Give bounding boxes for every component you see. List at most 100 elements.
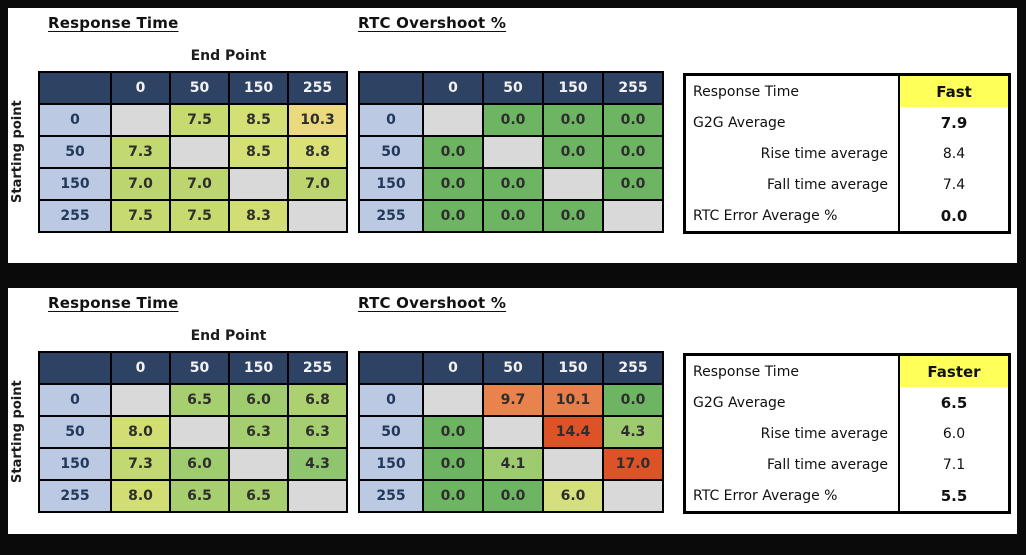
matrix-diagonal-cell[interactable] [110,383,171,417]
matrix-value-cell[interactable]: 7.0 [110,167,171,201]
matrix-row-header[interactable]: 50 [358,415,424,449]
matrix-col-header[interactable]: 0 [422,71,484,105]
matrix-diagonal-cell[interactable] [228,167,289,201]
matrix-value-cell[interactable]: 4.1 [482,447,544,481]
matrix-diagonal-cell[interactable] [422,103,484,137]
matrix-col-header[interactable]: 255 [602,351,664,385]
matrix-row-header[interactable]: 0 [358,103,424,137]
matrix-col-header[interactable]: 255 [287,71,348,105]
matrix-diagonal-cell[interactable] [110,103,171,137]
matrix-value-cell[interactable]: 0.0 [422,167,484,201]
matrix-value-cell[interactable]: 7.5 [169,199,230,233]
matrix-value-cell[interactable]: 6.0 [542,479,604,513]
matrix-value-cell[interactable]: 6.5 [169,383,230,417]
matrix-value-cell[interactable]: 4.3 [602,415,664,449]
matrix-diagonal-cell[interactable] [287,199,348,233]
matrix-row-header[interactable]: 255 [358,199,424,233]
matrix-value-cell[interactable]: 0.0 [542,199,604,233]
matrix-value-cell[interactable]: 7.0 [287,167,348,201]
matrix-value-cell[interactable]: 0.0 [482,199,544,233]
matrix-value-cell[interactable]: 0.0 [422,447,484,481]
matrix-value-cell[interactable]: 0.0 [422,479,484,513]
matrix-value-cell[interactable]: 8.5 [228,135,289,169]
matrix-row-header[interactable]: 150 [358,447,424,481]
matrix-diagonal-cell[interactable] [602,199,664,233]
matrix-row-header[interactable]: 0 [358,383,424,417]
matrix-diagonal-cell[interactable] [542,447,604,481]
matrix-diagonal-cell[interactable] [482,135,544,169]
matrix-value-cell[interactable]: 4.3 [287,447,348,481]
matrix-value-cell[interactable]: 6.3 [287,415,348,449]
matrix-value-cell[interactable]: 10.1 [542,383,604,417]
matrix-value-cell[interactable]: 0.0 [482,479,544,513]
matrix-row-header[interactable]: 0 [38,103,112,137]
matrix-col-header[interactable]: 255 [287,351,348,385]
matrix-diagonal-cell[interactable] [169,415,230,449]
matrix-value-cell[interactable]: 0.0 [422,415,484,449]
response-time-title: Response Time [48,14,179,32]
matrix-value-cell[interactable]: 0.0 [482,103,544,137]
matrix-col-header[interactable]: 50 [169,71,230,105]
matrix-row-header[interactable]: 255 [38,479,112,513]
matrix-value-cell[interactable]: 14.4 [542,415,604,449]
matrix-row-header[interactable]: 50 [358,135,424,169]
matrix-value-cell[interactable]: 0.0 [602,383,664,417]
matrix-row-header[interactable]: 0 [38,383,112,417]
matrix-diagonal-cell[interactable] [287,479,348,513]
matrix-value-cell[interactable]: 6.5 [169,479,230,513]
matrix-row-header[interactable]: 255 [358,479,424,513]
matrix-value-cell[interactable]: 8.0 [110,479,171,513]
matrix-value-cell[interactable]: 8.5 [228,103,289,137]
matrix-col-header[interactable]: 0 [110,351,171,385]
matrix-value-cell[interactable]: 6.8 [287,383,348,417]
summary-mode-badge: Fast [898,74,1010,107]
summary-header-label: Response Time [693,83,799,100]
matrix-value-cell[interactable]: 0.0 [482,167,544,201]
matrix-col-header[interactable]: 50 [169,351,230,385]
matrix-value-cell[interactable]: 6.5 [228,479,289,513]
matrix-row-header[interactable]: 255 [38,199,112,233]
matrix-diagonal-cell[interactable] [169,135,230,169]
matrix-row-header[interactable]: 50 [38,415,112,449]
matrix-col-header[interactable]: 0 [422,351,484,385]
matrix-value-cell[interactable]: 10.3 [287,103,348,137]
matrix-value-cell[interactable]: 0.0 [542,103,604,137]
matrix-value-cell[interactable]: 7.3 [110,135,171,169]
matrix-value-cell[interactable]: 6.0 [228,383,289,417]
matrix-value-cell[interactable]: 7.3 [110,447,171,481]
matrix-value-cell[interactable]: 9.7 [482,383,544,417]
matrix-value-cell[interactable]: 7.5 [110,199,171,233]
matrix-col-header[interactable]: 0 [110,71,171,105]
matrix-col-header[interactable]: 50 [482,351,544,385]
matrix-value-cell[interactable]: 6.0 [169,447,230,481]
matrix-value-cell[interactable]: 0.0 [602,167,664,201]
matrix-row-header[interactable]: 50 [38,135,112,169]
matrix-value-cell[interactable]: 0.0 [422,135,484,169]
matrix-row-header[interactable]: 150 [358,167,424,201]
rtc-overshoot-title: RTC Overshoot % [358,294,507,312]
matrix-diagonal-cell[interactable] [602,479,664,513]
matrix-value-cell[interactable]: 8.8 [287,135,348,169]
matrix-col-header[interactable]: 150 [542,351,604,385]
matrix-diagonal-cell[interactable] [422,383,484,417]
matrix-value-cell[interactable]: 0.0 [602,103,664,137]
matrix-row-header[interactable]: 150 [38,167,112,201]
matrix-value-cell[interactable]: 8.3 [228,199,289,233]
matrix-value-cell[interactable]: 6.3 [228,415,289,449]
matrix-diagonal-cell[interactable] [482,415,544,449]
matrix-diagonal-cell[interactable] [542,167,604,201]
matrix-value-cell[interactable]: 8.0 [110,415,171,449]
matrix-value-cell[interactable]: 0.0 [602,135,664,169]
matrix-col-header[interactable]: 150 [542,71,604,105]
matrix-value-cell[interactable]: 7.0 [169,167,230,201]
matrix-value-cell[interactable]: 7.5 [169,103,230,137]
matrix-col-header[interactable]: 50 [482,71,544,105]
matrix-value-cell[interactable]: 0.0 [422,199,484,233]
matrix-col-header[interactable]: 255 [602,71,664,105]
matrix-value-cell[interactable]: 0.0 [542,135,604,169]
matrix-diagonal-cell[interactable] [228,447,289,481]
matrix-value-cell[interactable]: 17.0 [602,447,664,481]
matrix-col-header[interactable]: 150 [228,351,289,385]
matrix-row-header[interactable]: 150 [38,447,112,481]
matrix-col-header[interactable]: 150 [228,71,289,105]
